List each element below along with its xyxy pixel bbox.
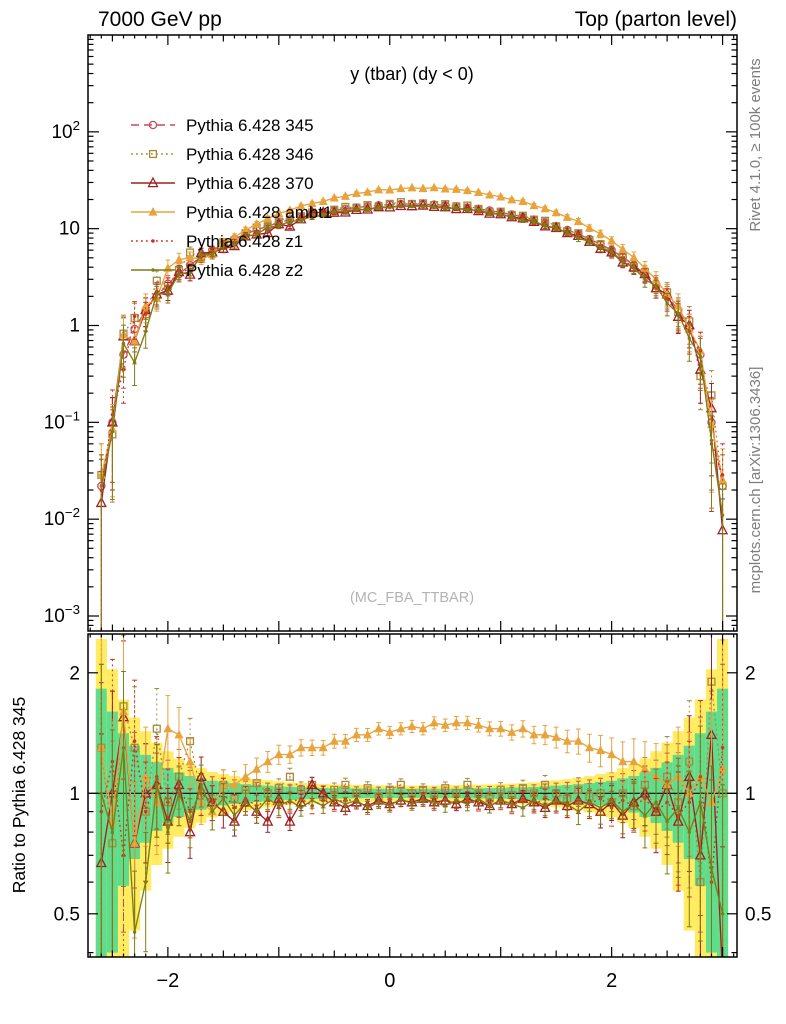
observable-title: y (tbar) (dy < 0) [350, 64, 474, 84]
svg-text:1: 1 [745, 784, 756, 805]
svg-text:1: 1 [69, 316, 80, 337]
svg-text:102: 102 [51, 118, 80, 143]
beam-energy-label: 7000 GeV pp [98, 8, 222, 31]
tick-labels: 102 10 1 10−1 10−2 10−3 0.5 0.5 1 1 2 2 −2 0 2 [44, 118, 772, 992]
series-370-ratio [95, 634, 725, 957]
rivet-version-label: Rivet 4.1.0, ≥ 100k events [747, 58, 764, 231]
series-z2-ratio [98, 663, 725, 957]
svg-text:−2: −2 [156, 970, 179, 992]
legend-label-z1: Pythia 6.428 z1 [186, 232, 303, 251]
svg-text:0.5: 0.5 [745, 904, 771, 925]
legend-label-370: Pythia 6.428 370 [186, 174, 314, 193]
svg-text:2: 2 [745, 663, 756, 684]
frames-and-ticks [87, 34, 738, 958]
series-345-ratio [98, 663, 725, 957]
ratio-axis-title: Ratio to Pythia 6.428 345 [9, 697, 29, 894]
legend-label-345: Pythia 6.428 345 [186, 116, 314, 135]
svg-text:10−3: 10−3 [44, 602, 80, 627]
svg-text:0.5: 0.5 [54, 904, 80, 925]
mcplots-arxiv-label: mcplots.cern.ch [arXiv:1306.3436] [747, 367, 764, 594]
svg-text:2: 2 [606, 970, 617, 992]
series-z2-main [98, 203, 725, 631]
svg-text:1: 1 [69, 784, 80, 805]
svg-text:10−1: 10−1 [44, 408, 80, 433]
legend-label-ambt1: Pythia 6.428 ambt1 [186, 203, 332, 222]
legend-samples [131, 120, 175, 272]
svg-text:0: 0 [384, 970, 395, 992]
process-label: Top (parton level) [575, 8, 737, 31]
svg-text:10: 10 [59, 219, 80, 240]
svg-text:10−2: 10−2 [44, 505, 80, 530]
analysis-watermark: (MC_FBA_TTBAR) [350, 590, 474, 606]
legend-label-z2: Pythia 6.428 z2 [186, 261, 303, 280]
svg-text:2: 2 [69, 663, 80, 684]
legend-label-346: Pythia 6.428 346 [186, 145, 314, 164]
